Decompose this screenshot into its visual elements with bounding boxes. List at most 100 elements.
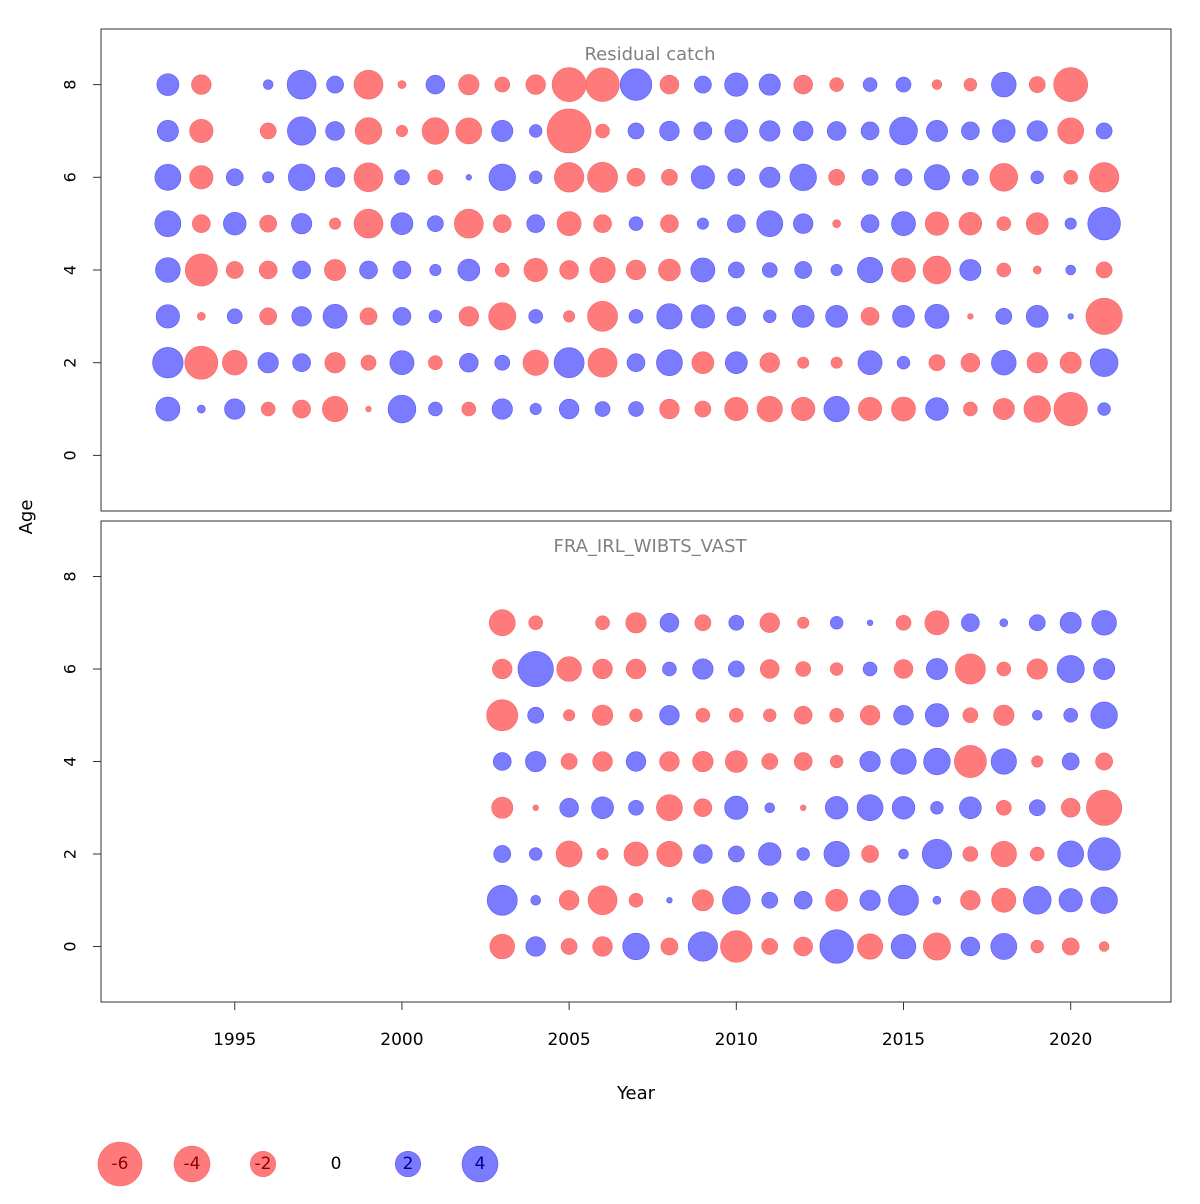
bubble-positive	[690, 257, 716, 283]
bubble-positive	[662, 661, 677, 677]
bubble-negative	[192, 214, 211, 233]
y-tick-label: 4	[61, 265, 80, 275]
bubble-positive	[756, 210, 784, 237]
bubble-positive	[991, 350, 1017, 376]
bubble-positive	[529, 403, 542, 416]
bubble-positive	[961, 121, 980, 141]
bubble-positive	[793, 213, 814, 234]
bubble-positive	[291, 213, 313, 235]
panel-title-top: Residual catch	[584, 44, 715, 65]
bubble-positive	[728, 614, 745, 631]
bubble-positive	[796, 847, 810, 861]
y-tick-label: 0	[61, 941, 80, 951]
bubble-positive	[392, 260, 412, 280]
bubble-negative	[592, 936, 613, 957]
bubble-negative	[659, 74, 680, 95]
bubble-positive	[896, 356, 911, 370]
bubble-positive	[486, 884, 518, 916]
bubble-negative	[924, 211, 949, 236]
bubble-positive	[527, 706, 545, 724]
bubble-positive	[1090, 701, 1118, 729]
legend-label: -6	[112, 1154, 129, 1174]
bubble-positive	[528, 309, 543, 324]
bubble-positive	[990, 933, 1018, 960]
legend-label: 2	[403, 1154, 414, 1174]
bubble-negative	[967, 313, 974, 320]
bubble-positive	[761, 262, 778, 278]
bubble-positive	[959, 796, 982, 820]
bubble-negative	[523, 257, 548, 283]
bubble-negative	[458, 306, 479, 327]
bubble-negative	[963, 77, 978, 92]
bubble-positive	[425, 74, 446, 95]
bubble-positive	[859, 889, 881, 911]
bubble-negative	[558, 890, 580, 911]
bubble-negative	[858, 397, 883, 422]
bubble-positive	[960, 936, 981, 957]
bubble-negative	[454, 208, 484, 239]
bubble-positive	[758, 73, 781, 96]
y-tick-label: 4	[61, 756, 80, 766]
bubble-negative	[996, 216, 1012, 231]
legend-bubble	[97, 1141, 143, 1187]
bubble-positive	[389, 350, 415, 376]
bubble-negative	[694, 400, 712, 418]
bubble-positive	[693, 844, 713, 864]
bubble-negative	[800, 804, 807, 811]
bubble-negative	[486, 699, 519, 732]
bubble-positive	[860, 121, 880, 141]
bubble-negative	[623, 841, 649, 867]
bubble-negative	[625, 658, 647, 680]
bubble-positive	[529, 170, 543, 184]
bubble-positive	[959, 259, 982, 281]
bubble-negative	[829, 754, 844, 769]
bubble-negative	[992, 398, 1015, 420]
bubble-negative	[962, 846, 979, 862]
bubble-positive	[286, 69, 317, 100]
bubble-positive	[1064, 217, 1077, 230]
bubble-positive	[1023, 886, 1052, 915]
bubble-positive	[825, 305, 848, 328]
bubble-negative	[1061, 937, 1080, 956]
bubble-positive	[659, 613, 680, 633]
bubble-negative	[259, 307, 278, 326]
bubble-positive	[859, 750, 881, 773]
bubble-negative	[551, 67, 587, 102]
bubble-negative	[922, 255, 952, 285]
bubble-negative	[990, 840, 1017, 867]
bubble-negative	[991, 887, 1017, 913]
bubble-positive	[1095, 122, 1113, 140]
y-tick-label: 2	[61, 358, 80, 368]
bubble-negative	[324, 259, 346, 281]
bubble-positive	[628, 401, 644, 417]
bubble-positive	[154, 210, 182, 237]
bubble-positive	[1063, 707, 1078, 723]
bubble-positive	[890, 748, 917, 775]
bubble-positive	[826, 121, 847, 141]
bubble-negative	[893, 659, 914, 679]
bubble-positive	[727, 261, 745, 279]
bubble-negative	[1029, 846, 1045, 862]
bubble-positive	[829, 616, 844, 630]
bubble-negative	[1026, 352, 1048, 374]
bubble-positive	[1058, 888, 1083, 913]
bubble-negative	[556, 211, 582, 237]
bubble-positive	[1059, 611, 1082, 634]
bubble-negative	[659, 398, 680, 420]
bubble-negative	[628, 892, 644, 908]
bubble-negative	[191, 74, 212, 95]
bubble-positive	[291, 306, 312, 327]
bubble-negative	[691, 351, 715, 374]
bubble-negative	[891, 396, 916, 422]
bubble-positive	[727, 168, 746, 187]
bubble-positive	[553, 347, 585, 379]
bubble-positive	[288, 163, 316, 191]
y-tick-label: 8	[61, 571, 80, 581]
bubble-positive	[759, 166, 781, 188]
bubble-negative	[359, 307, 378, 326]
bubble-positive	[625, 751, 647, 772]
bubble-positive	[823, 840, 850, 867]
bubble-positive	[659, 705, 680, 726]
x-tick-label: 2000	[380, 1030, 423, 1050]
